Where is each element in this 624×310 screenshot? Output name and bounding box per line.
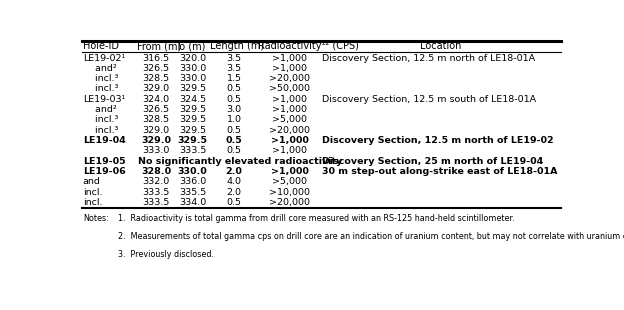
Text: Discovery Section, 12.5 m south of LE18-01A: Discovery Section, 12.5 m south of LE18-… <box>322 95 537 104</box>
Text: 329.5: 329.5 <box>179 115 207 124</box>
Text: LE19-06: LE19-06 <box>83 167 125 176</box>
Text: 329.0: 329.0 <box>141 136 171 145</box>
Text: 0.5: 0.5 <box>226 136 243 145</box>
Text: >50,000: >50,000 <box>269 84 310 93</box>
Text: LE19-05: LE19-05 <box>83 157 125 166</box>
Text: No significantly elevated radioactivity: No significantly elevated radioactivity <box>138 157 343 166</box>
Text: 333.5: 333.5 <box>142 198 170 207</box>
Text: 4.0: 4.0 <box>227 177 241 186</box>
Text: 1.5: 1.5 <box>227 74 241 83</box>
Text: 2.0: 2.0 <box>226 167 243 176</box>
Text: 1.0: 1.0 <box>227 115 241 124</box>
Text: >1,000: >1,000 <box>272 64 307 73</box>
Text: 328.0: 328.0 <box>141 167 171 176</box>
Text: >20,000: >20,000 <box>269 126 310 135</box>
Text: 324.5: 324.5 <box>179 95 207 104</box>
Text: 336.0: 336.0 <box>179 177 207 186</box>
Text: 328.5: 328.5 <box>142 74 170 83</box>
Text: 332.0: 332.0 <box>142 177 170 186</box>
Text: Hole-ID: Hole-ID <box>83 42 119 51</box>
Text: 330.0: 330.0 <box>179 64 207 73</box>
Text: Discovery Section, 12.5 m north of LE18-01A: Discovery Section, 12.5 m north of LE18-… <box>322 54 535 63</box>
Text: >1,000: >1,000 <box>272 54 307 63</box>
Text: 3.5: 3.5 <box>227 54 241 63</box>
Text: 0.5: 0.5 <box>227 126 241 135</box>
Text: >1,000: >1,000 <box>272 146 307 155</box>
Text: 0.5: 0.5 <box>227 95 241 104</box>
Text: 326.5: 326.5 <box>142 64 170 73</box>
Text: 329.5: 329.5 <box>178 136 208 145</box>
Text: 333.5: 333.5 <box>142 188 170 197</box>
Text: 320.0: 320.0 <box>179 54 207 63</box>
Text: >10,000: >10,000 <box>269 188 310 197</box>
Text: 329.0: 329.0 <box>142 84 170 93</box>
Text: LE19-04: LE19-04 <box>83 136 125 145</box>
Text: incl.³: incl.³ <box>83 126 118 135</box>
Text: 0.5: 0.5 <box>227 198 241 207</box>
Text: 329.5: 329.5 <box>179 126 207 135</box>
Text: 335.5: 335.5 <box>179 188 207 197</box>
Text: LE19-03¹: LE19-03¹ <box>83 95 125 104</box>
Text: incl.³: incl.³ <box>83 115 118 124</box>
Text: Notes:: Notes: <box>83 214 109 223</box>
Text: 333.5: 333.5 <box>179 146 207 155</box>
Text: 329.5: 329.5 <box>179 84 207 93</box>
Text: 1.  Radioactivity is total gamma from drill core measured with an RS-125 hand-he: 1. Radioactivity is total gamma from dri… <box>118 214 515 223</box>
Text: >5,000: >5,000 <box>272 177 307 186</box>
Text: 3.5: 3.5 <box>227 64 241 73</box>
Text: incl.³: incl.³ <box>83 84 118 93</box>
Text: >20,000: >20,000 <box>269 74 310 83</box>
Text: 2.0: 2.0 <box>227 188 241 197</box>
Text: 333.0: 333.0 <box>142 146 170 155</box>
Text: LE19-02¹: LE19-02¹ <box>83 54 125 63</box>
Text: >1,000: >1,000 <box>272 95 307 104</box>
Text: 324.0: 324.0 <box>142 95 170 104</box>
Text: 316.5: 316.5 <box>142 54 170 63</box>
Text: >1,000: >1,000 <box>272 105 307 114</box>
Text: 330.0: 330.0 <box>178 167 208 176</box>
Text: Length (m): Length (m) <box>210 42 265 51</box>
Text: Discovery Section, 12.5 m north of LE19-02: Discovery Section, 12.5 m north of LE19-… <box>322 136 554 145</box>
Text: incl.: incl. <box>83 188 102 197</box>
Text: 3.0: 3.0 <box>227 105 241 114</box>
Text: 329.0: 329.0 <box>142 126 170 135</box>
Text: >1,000: >1,000 <box>271 136 309 145</box>
Text: >20,000: >20,000 <box>269 198 310 207</box>
Text: Location: Location <box>420 42 462 51</box>
Text: and: and <box>83 177 100 186</box>
Text: and²: and² <box>83 64 117 73</box>
Text: 326.5: 326.5 <box>142 105 170 114</box>
Text: 3.  Previously disclosed.: 3. Previously disclosed. <box>118 250 214 259</box>
Text: 30 m step-out along-strike east of LE18-01A: 30 m step-out along-strike east of LE18-… <box>322 167 558 176</box>
Text: Discovery Section, 25 m north of LE19-04: Discovery Section, 25 m north of LE19-04 <box>322 157 544 166</box>
Text: >5,000: >5,000 <box>272 115 307 124</box>
Text: 0.5: 0.5 <box>227 84 241 93</box>
Text: 334.0: 334.0 <box>179 198 207 207</box>
Text: 330.0: 330.0 <box>179 74 207 83</box>
Text: 328.5: 328.5 <box>142 115 170 124</box>
Text: incl.³: incl.³ <box>83 74 118 83</box>
Text: incl.: incl. <box>83 198 102 207</box>
Text: From (m): From (m) <box>137 42 181 51</box>
Text: Radioactivity¹² (CPS): Radioactivity¹² (CPS) <box>258 42 359 51</box>
Text: 329.5: 329.5 <box>179 105 207 114</box>
Text: and²: and² <box>83 105 117 114</box>
Text: 0.5: 0.5 <box>227 146 241 155</box>
Text: >1,000: >1,000 <box>271 167 309 176</box>
Text: 2.  Measurements of total gamma cps on drill core are an indication of uranium c: 2. Measurements of total gamma cps on dr… <box>118 232 624 241</box>
Text: To (m): To (m) <box>175 42 205 51</box>
